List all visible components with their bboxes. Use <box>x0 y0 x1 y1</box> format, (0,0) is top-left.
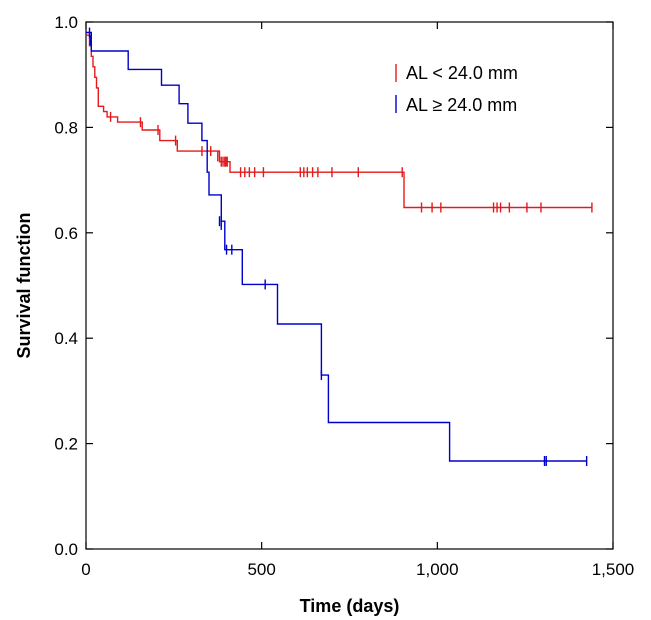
series-0 <box>86 34 593 213</box>
x-tick-label: 1,500 <box>592 560 635 579</box>
survival-curve-0 <box>86 34 592 209</box>
series-layer <box>86 27 593 466</box>
plot-frame <box>85 21 614 550</box>
y-tick-label: 0.0 <box>54 540 78 559</box>
y-tick-label: 1.0 <box>54 13 78 32</box>
x-tick-label: 1,000 <box>416 560 459 579</box>
x-axis-title: Time (days) <box>300 596 400 616</box>
x-tick-label: 0 <box>81 560 90 579</box>
tick-marks <box>85 21 614 550</box>
legend-label-blue: AL ≥ 24.0 mm <box>406 95 517 115</box>
survival-curve-1 <box>86 31 587 462</box>
legend-label-red: AL < 24.0 mm <box>406 63 518 83</box>
x-tick-label: 500 <box>247 560 275 579</box>
y-tick-label: 0.8 <box>54 118 78 137</box>
y-tick-label: 0.2 <box>54 435 78 454</box>
y-tick-label: 0.4 <box>54 329 78 348</box>
y-axis-title: Survival function <box>14 212 34 358</box>
series-1 <box>86 27 588 466</box>
y-tick-label: 0.6 <box>54 224 78 243</box>
legend: AL < 24.0 mm AL ≥ 24.0 mm <box>395 63 518 115</box>
